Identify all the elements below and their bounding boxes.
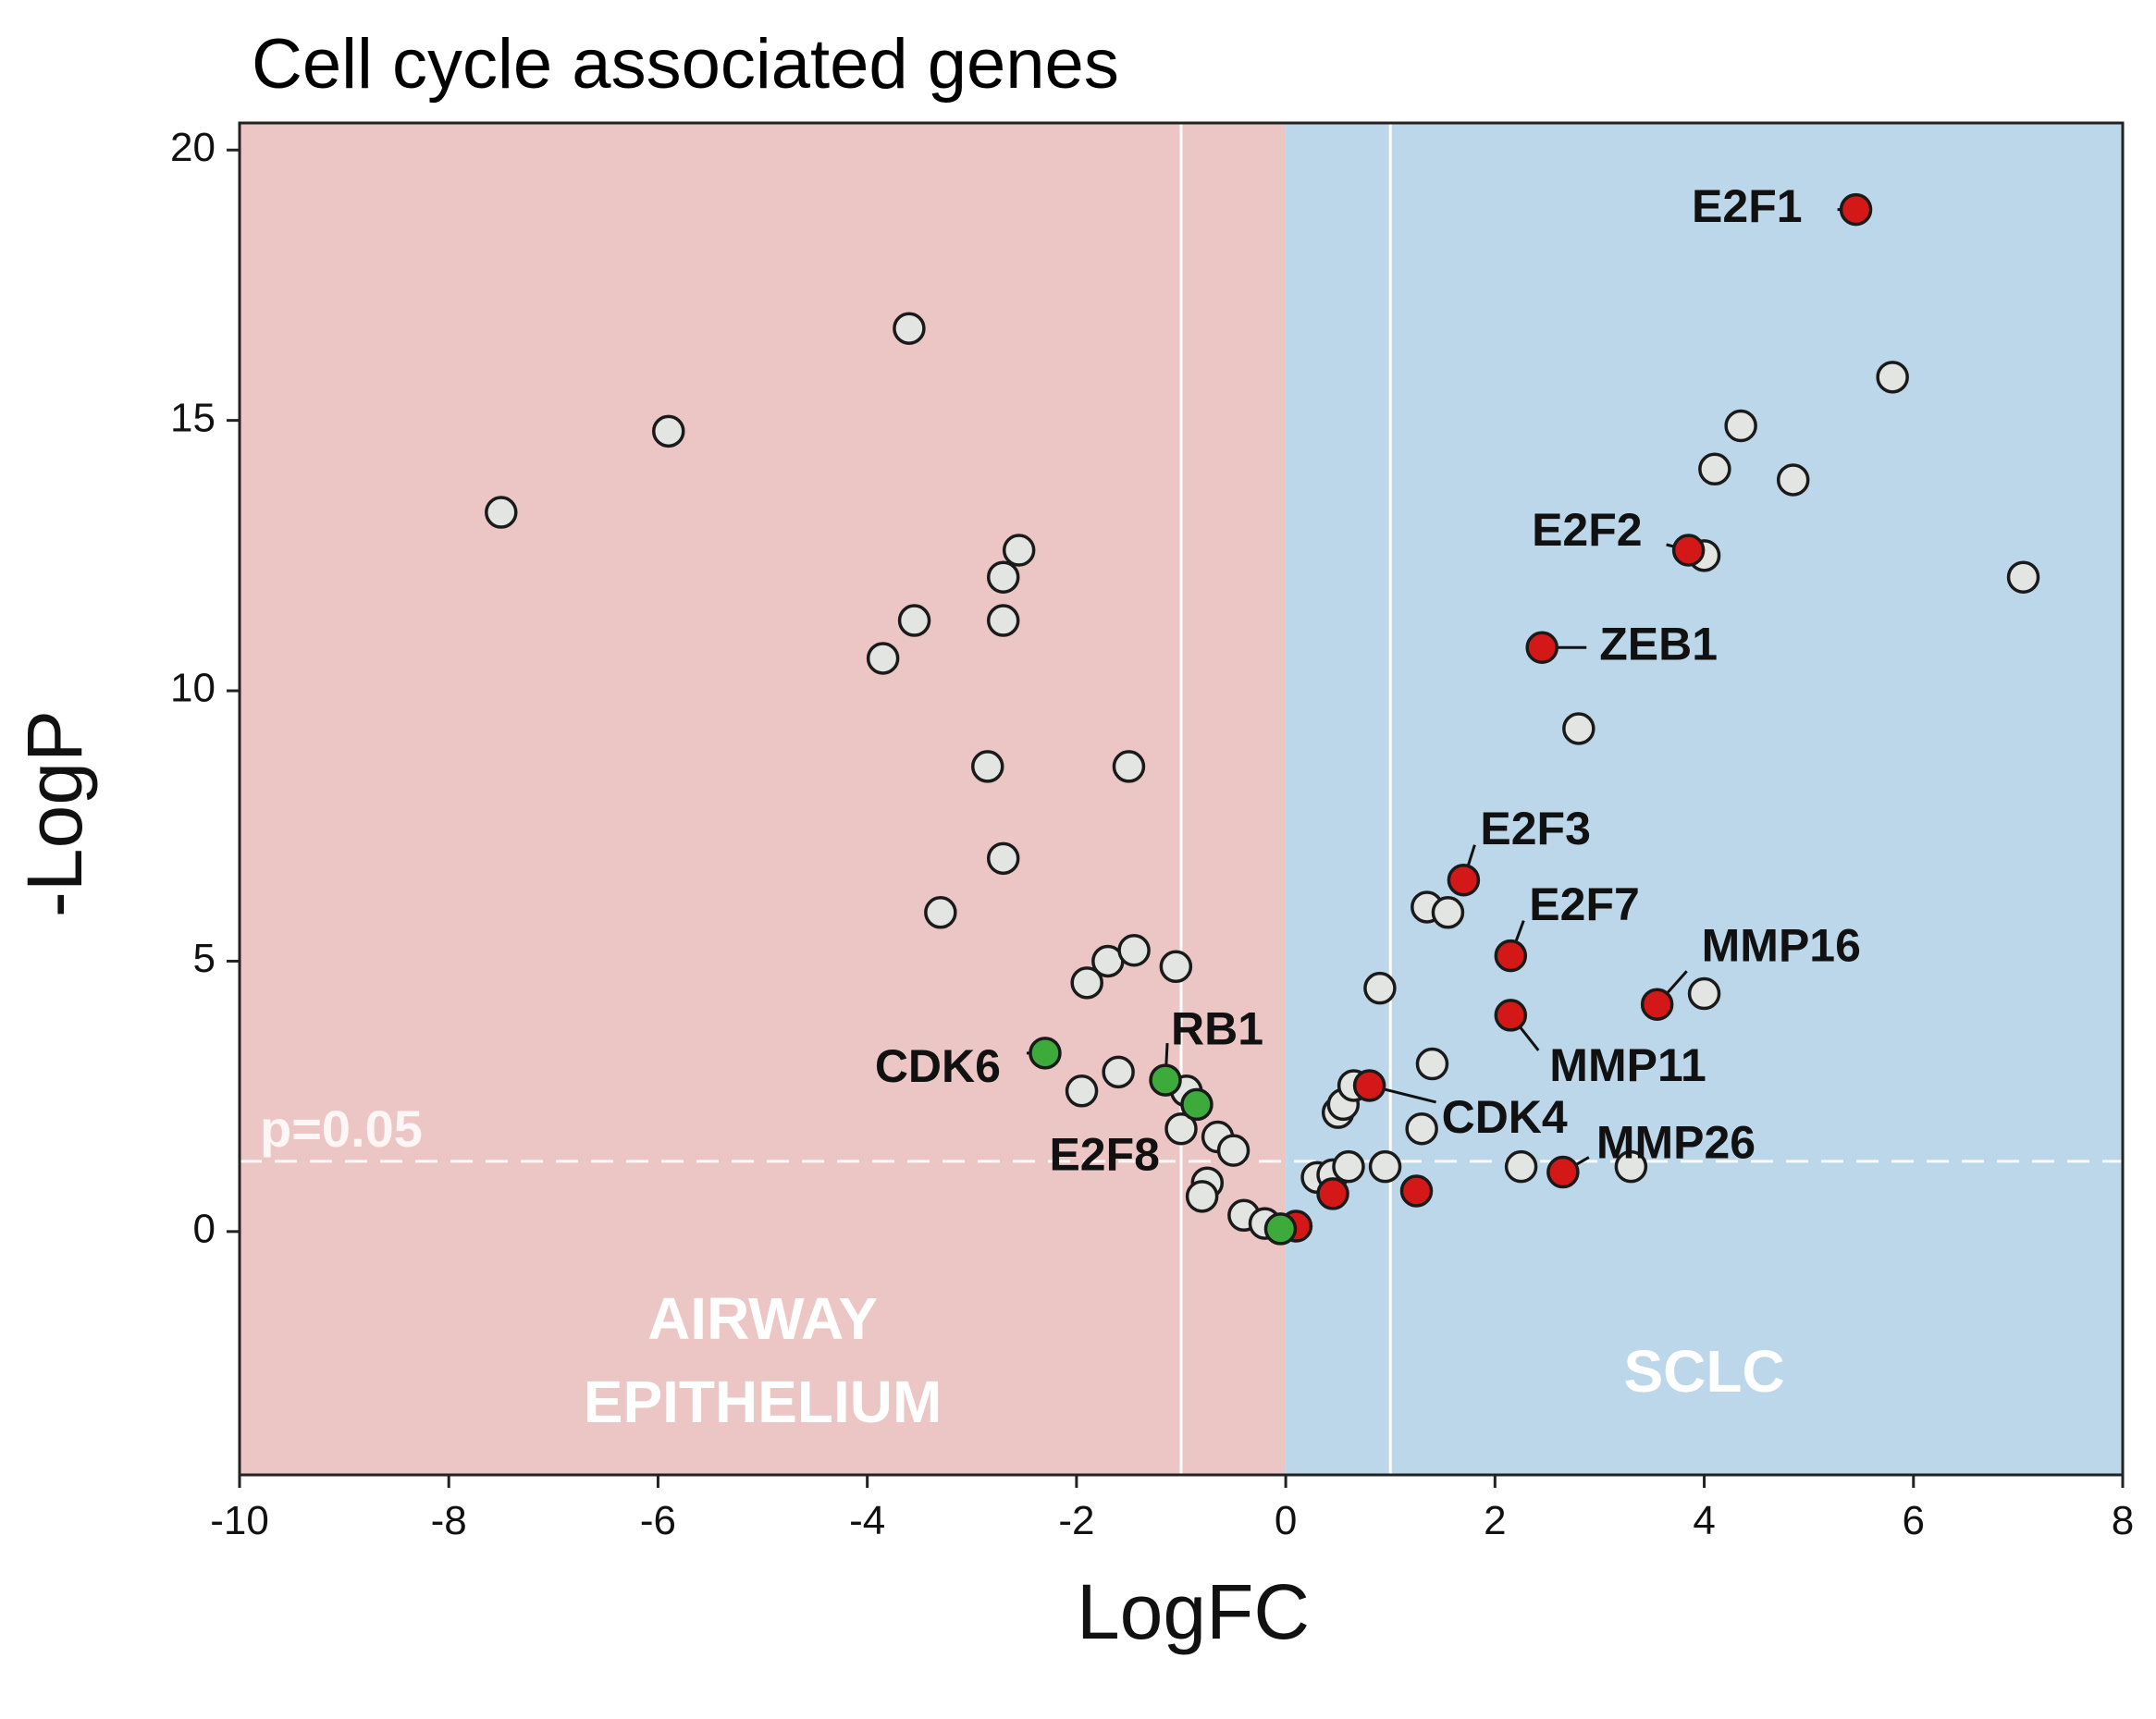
chart-title: Cell cycle associated genes — [252, 25, 1119, 104]
gene-label-e2f1: E2F1 — [1692, 180, 1803, 232]
up-point-mmp26 — [1546, 1155, 1580, 1189]
region-label-airway: AIRWAY — [647, 1285, 878, 1352]
x-axis-title: LogFC — [1077, 1568, 1310, 1655]
other-point — [986, 841, 1020, 876]
region-labels: AIRWAY EPITHELIUM SCLC — [584, 1285, 1785, 1435]
other-point — [1117, 933, 1151, 967]
up-point-zeb1 — [1525, 631, 1558, 665]
other-point — [1614, 1149, 1648, 1184]
x-tick-label: -6 — [640, 1498, 676, 1543]
other-point — [924, 896, 957, 929]
y-tick-label: 5 — [193, 936, 216, 981]
x-tick-label: 6 — [1903, 1498, 1925, 1543]
threshold-lines: p=0.05 — [240, 123, 2123, 1475]
x-tick-label: -2 — [1058, 1498, 1094, 1543]
other-point — [1776, 463, 1810, 497]
other-point — [1070, 966, 1103, 1000]
other-point — [1368, 1149, 1402, 1184]
gene-label-e2f2: E2F2 — [1532, 504, 1643, 556]
up-point-e2f3 — [1447, 863, 1481, 897]
x-tick-label: -8 — [431, 1498, 467, 1543]
gene-label-mmp26: MMP26 — [1596, 1117, 1756, 1169]
region-backgrounds — [240, 123, 2123, 1475]
other-point — [1876, 361, 1909, 394]
other-point — [1332, 1149, 1365, 1184]
other-point — [1504, 1149, 1538, 1184]
other-point — [485, 496, 518, 529]
x-tick-label: -10 — [210, 1498, 269, 1543]
other-point — [1065, 1074, 1099, 1108]
other-point — [1405, 1111, 1438, 1146]
other-point — [1102, 1055, 1135, 1089]
other-point — [1159, 950, 1193, 984]
region-label-epithelium: EPITHELIUM — [584, 1369, 942, 1435]
region-sclc — [1286, 123, 2123, 1475]
region-airway-epithelium — [240, 123, 1287, 1475]
other-point — [1363, 971, 1397, 1005]
gene-label-e2f8: E2F8 — [1049, 1129, 1160, 1181]
up-point-e2f1 — [1839, 192, 1873, 227]
x-axis: -10 -8 -6 -4 -2 0 2 4 6 8 — [210, 1475, 2134, 1543]
x-tick-label: 8 — [2112, 1498, 2134, 1543]
up-point-mmp11 — [1494, 999, 1528, 1032]
other-point — [986, 604, 1020, 637]
up-point-mmp16 — [1640, 988, 1674, 1021]
gene-label-cdk6: CDK6 — [875, 1040, 1001, 1092]
other-point — [897, 604, 931, 637]
y-tick-label: 15 — [170, 395, 216, 440]
up-point-e2f2 — [1671, 534, 1706, 567]
other-point — [1002, 534, 1036, 567]
data-points — [485, 192, 2040, 1246]
x-tick-label: 4 — [1693, 1498, 1715, 1543]
other-point — [893, 312, 926, 345]
other-point — [1164, 1111, 1198, 1146]
y-tick-label: 0 — [193, 1206, 216, 1251]
up-point-e2f7 — [1494, 939, 1528, 973]
down-point-rb1 — [1149, 1063, 1182, 1097]
y-tick-label: 10 — [170, 666, 216, 711]
other-point — [1112, 750, 1146, 783]
other-point — [866, 642, 900, 675]
other-point — [986, 560, 1020, 594]
up-point — [1399, 1174, 1434, 1208]
other-point — [970, 750, 1004, 783]
gene-label-rb1: RB1 — [1171, 1002, 1263, 1054]
plot-frame — [238, 121, 2125, 1477]
other-point — [1724, 409, 1757, 443]
gene-label-zeb1: ZEB1 — [1599, 618, 1718, 669]
gene-label-e2f7: E2F7 — [1529, 878, 1640, 930]
gene-label-e2f3: E2F3 — [1480, 803, 1591, 854]
other-point — [2006, 560, 2040, 594]
gene-label-mmp16: MMP16 — [1702, 919, 1861, 971]
y-axis: 0 5 10 15 20 — [170, 125, 240, 1251]
other-point — [1415, 1047, 1449, 1081]
x-tick-label: 2 — [1484, 1498, 1506, 1543]
other-point — [652, 414, 685, 448]
y-tick-label: 20 — [170, 125, 216, 170]
down-point-e2f8 — [1180, 1087, 1214, 1122]
down-point-cdk6 — [1029, 1037, 1062, 1070]
up-point-cdk4 — [1352, 1069, 1386, 1102]
other-point — [1687, 976, 1721, 1011]
x-tick-label: -4 — [849, 1498, 885, 1543]
y-axis-title: -LogP — [11, 710, 98, 917]
down-point — [1263, 1212, 1298, 1246]
significance-label: p=0.05 — [260, 1099, 423, 1158]
other-point — [1562, 712, 1595, 745]
other-point — [1216, 1134, 1250, 1167]
up-point — [1316, 1177, 1349, 1210]
other-point — [1698, 452, 1731, 486]
gene-label-mmp11: MMP11 — [1549, 1039, 1706, 1091]
gene-label-cdk4: CDK4 — [1442, 1091, 1568, 1143]
other-point — [1431, 896, 1465, 929]
region-label-sclc: SCLC — [1623, 1338, 1784, 1405]
other-point — [1185, 1180, 1219, 1213]
x-tick-label: 0 — [1275, 1498, 1297, 1543]
